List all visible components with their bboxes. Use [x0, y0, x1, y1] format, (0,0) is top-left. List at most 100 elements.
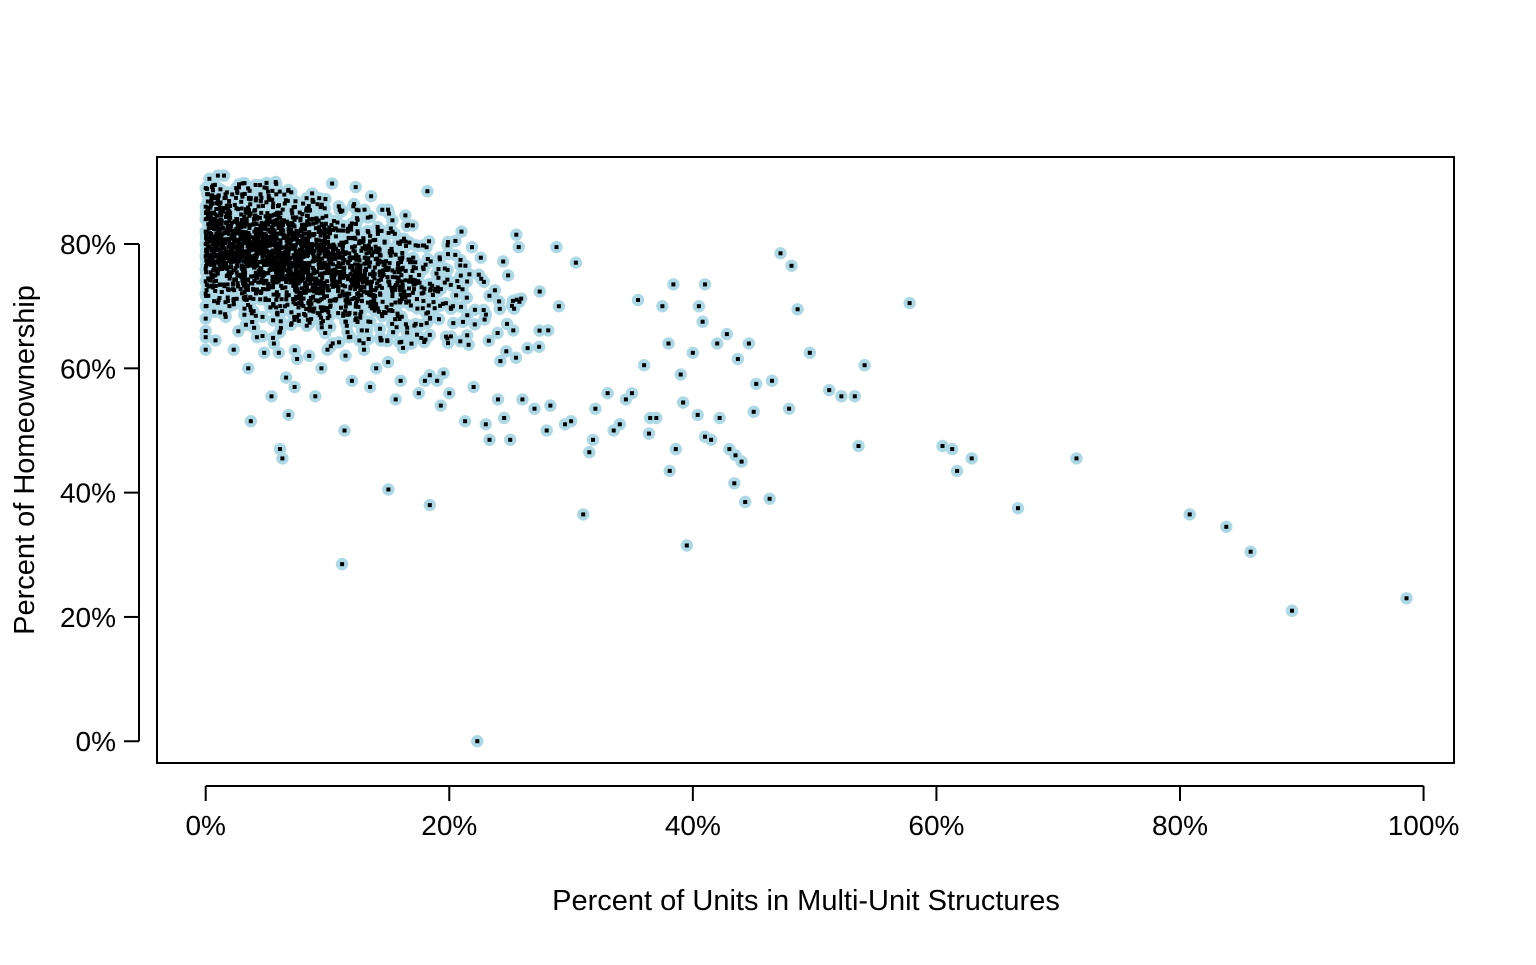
data-point-center: [611, 428, 616, 433]
data-point-center: [1016, 506, 1020, 511]
data-point-center: [400, 282, 405, 287]
data-point-center: [341, 250, 346, 255]
data-point-center: [235, 273, 240, 278]
data-point-center: [296, 318, 301, 323]
data-point-center: [215, 198, 220, 203]
data-point-center: [240, 291, 244, 296]
data-point-center: [230, 242, 235, 246]
data-point-center: [352, 244, 357, 249]
data-point-center: [399, 260, 403, 264]
data-point-center: [234, 186, 239, 191]
data-point-center: [355, 284, 360, 289]
data-point-center: [211, 251, 216, 256]
data-point-center: [247, 250, 252, 255]
data-point-center: [397, 279, 402, 284]
data-point-center: [242, 181, 247, 186]
data-point-center: [348, 265, 352, 270]
data-point-center: [647, 431, 651, 436]
data-point-center: [316, 286, 321, 291]
data-point-center: [243, 322, 248, 327]
data-point-center: [257, 215, 262, 220]
data-point-center: [208, 270, 213, 275]
data-point-center: [423, 337, 428, 342]
data-point-center: [465, 313, 470, 318]
data-point-center: [232, 259, 237, 264]
data-point-center: [394, 275, 399, 280]
data-point-center: [237, 227, 242, 232]
data-point-center: [451, 321, 456, 326]
data-point-center: [359, 293, 364, 298]
data-point-center: [313, 280, 317, 285]
data-point-center: [436, 267, 441, 271]
data-point-center: [384, 259, 388, 264]
data-point-center: [696, 304, 701, 309]
data-point-center: [265, 262, 269, 267]
data-point-center: [319, 284, 323, 289]
data-point-center: [285, 239, 290, 244]
data-point-center: [227, 219, 232, 223]
data-point-center: [227, 304, 232, 309]
data-point-center: [448, 334, 453, 339]
data-point-center: [359, 309, 364, 314]
data-point-center: [300, 247, 305, 252]
data-point-center: [341, 311, 346, 316]
data-point-center: [323, 197, 328, 202]
data-point-center: [342, 265, 347, 270]
data-point-center: [293, 296, 298, 301]
data-point-center: [362, 271, 367, 276]
data-point-center: [203, 279, 208, 284]
data-point-center: [363, 266, 368, 271]
data-point-center: [390, 309, 395, 313]
data-point-center: [344, 274, 349, 279]
data-point-center: [419, 285, 424, 290]
data-point-center: [425, 189, 430, 194]
data-point-center: [369, 194, 374, 199]
data-point-center: [315, 202, 320, 207]
data-point-center: [304, 207, 309, 212]
data-point-center: [346, 235, 351, 240]
data-point-center: [212, 262, 217, 267]
data-point-center: [297, 264, 302, 269]
data-point-center: [316, 229, 321, 234]
data-point-center: [311, 276, 316, 281]
data-point-center: [225, 298, 230, 303]
data-point-center: [355, 229, 360, 234]
data-point-center: [537, 289, 542, 294]
data-point-center: [261, 245, 266, 250]
data-point-center: [290, 275, 295, 280]
data-point-center: [455, 279, 460, 284]
data-point-center: [352, 296, 357, 300]
data-point-center: [325, 284, 330, 288]
data-point-center: [203, 242, 208, 246]
data-point-center: [355, 257, 360, 262]
data-point-center: [247, 238, 251, 243]
data-point-center: [244, 232, 249, 237]
data-point-center: [348, 284, 353, 289]
data-point-center: [390, 275, 395, 280]
data-point-center: [205, 249, 210, 254]
data-point-center: [322, 254, 327, 259]
data-point-center: [352, 277, 357, 282]
data-point-center: [443, 301, 448, 306]
data-point-center: [292, 385, 297, 389]
data-point-center: [275, 251, 280, 256]
data-point-center: [291, 263, 295, 268]
data-point-center: [300, 266, 305, 271]
y-tick-label: 20%: [60, 602, 116, 633]
data-point-center: [257, 259, 262, 264]
data-point-center: [337, 275, 342, 280]
data-point-center: [351, 248, 356, 253]
data-point-center: [210, 275, 215, 280]
data-point-center: [301, 201, 306, 206]
data-point-center: [746, 341, 751, 346]
data-point-center: [274, 280, 279, 285]
data-point-center: [453, 238, 458, 243]
data-point-center: [324, 268, 329, 273]
data-point-center: [355, 297, 360, 301]
data-point-center: [354, 222, 358, 226]
data-point-center: [266, 222, 271, 227]
data-point-center: [290, 211, 295, 216]
data-point-center: [327, 260, 332, 265]
data-point-center: [281, 245, 285, 250]
y-axis-title: Percent of Homeownership: [9, 285, 41, 635]
